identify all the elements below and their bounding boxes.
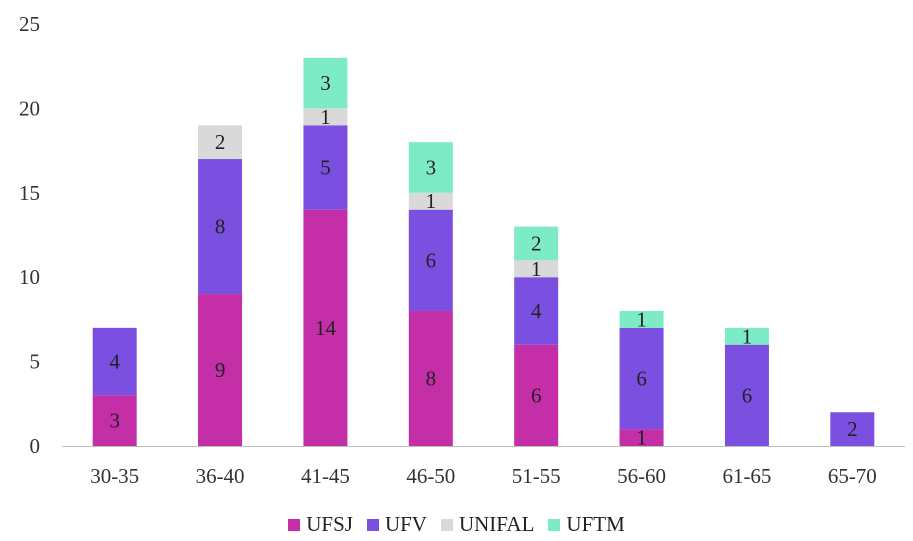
- data-label: 4: [531, 299, 542, 323]
- bar-segment: [514, 344, 559, 446]
- bar-segment: [724, 344, 769, 446]
- legend-label: UFTM: [566, 512, 625, 536]
- x-tick-label: 41-45: [301, 464, 350, 488]
- legend-label: UNIFAL: [458, 512, 535, 536]
- bar-segment: [619, 310, 664, 328]
- y-tick-label: 5: [30, 350, 41, 374]
- data-label: 8: [215, 215, 226, 239]
- legend-swatch: [440, 518, 453, 531]
- bar-segment: [303, 57, 348, 109]
- data-label: 1: [636, 426, 647, 450]
- bar-segment: [92, 395, 137, 446]
- data-label: 3: [320, 71, 331, 95]
- data-label: 14: [315, 316, 337, 340]
- bar-segment: [619, 327, 664, 430]
- bar-segment: [303, 108, 348, 126]
- legend-item: UFSJ: [288, 512, 353, 537]
- legend-swatch: [548, 518, 561, 531]
- legend-label: UFV: [384, 512, 427, 536]
- y-tick-label: 25: [19, 12, 40, 36]
- bar-segment: [514, 226, 559, 261]
- data-label: 1: [531, 257, 542, 281]
- x-tick-label: 51-55: [512, 464, 561, 488]
- data-label: 6: [426, 248, 437, 272]
- bar-segment: [408, 310, 453, 446]
- data-label: 1: [320, 105, 331, 129]
- y-tick-label: 20: [19, 96, 40, 120]
- bar-segment: [408, 192, 453, 210]
- legend-item: UNIFAL: [440, 512, 535, 537]
- x-axis: 30-35 36-40 41-45 46-50 51-55 56-60 61-65 65-70: [90, 464, 877, 488]
- bar-segment: [514, 260, 559, 278]
- y-tick-label: 10: [19, 265, 40, 289]
- bar-segment: [830, 412, 875, 446]
- y-tick-label: 15: [19, 181, 40, 205]
- bar-segment: [303, 209, 348, 446]
- x-tick-label: 30-35: [90, 464, 139, 488]
- x-tick-label: 56-60: [617, 464, 666, 488]
- x-tick-label: 61-65: [722, 464, 771, 488]
- legend-swatch: [366, 518, 379, 531]
- data-label: 2: [847, 417, 858, 441]
- data-label: 6: [531, 383, 542, 407]
- data-label: 1: [636, 307, 647, 331]
- data-label: 6: [636, 366, 647, 390]
- bar-segment: [198, 125, 243, 160]
- bar-segment: [619, 429, 664, 446]
- data-label: 2: [215, 130, 226, 154]
- data-label: 1: [742, 324, 753, 348]
- bar-segment: [408, 209, 453, 311]
- bar-segment: [303, 125, 348, 210]
- x-tick-label: 36-40: [196, 464, 245, 488]
- data-label: 5: [320, 155, 331, 179]
- bar-segment: [408, 142, 453, 193]
- data-label: 3: [426, 155, 437, 179]
- y-tick-label: 0: [30, 434, 41, 458]
- data-label: 1: [426, 189, 437, 213]
- data-label: 4: [109, 350, 120, 374]
- data-label: 9: [215, 358, 226, 382]
- x-tick-label: 46-50: [406, 464, 455, 488]
- data-label: 6: [742, 383, 753, 407]
- bar-segment: [198, 159, 243, 295]
- bar-segment: [198, 294, 243, 446]
- data-label: 2: [531, 231, 542, 255]
- legend-label: UFSJ: [306, 512, 353, 536]
- legend-item: UFTM: [548, 512, 625, 537]
- legend-item: UFV: [366, 512, 427, 537]
- bar-segment: [724, 327, 769, 345]
- data-label: 3: [109, 409, 120, 433]
- y-axis: 0 5 10 15 20 25: [19, 12, 40, 458]
- legend: UFSJ UFV UNIFAL UFTM: [0, 512, 913, 537]
- x-tick-label: 65-70: [828, 464, 877, 488]
- bar-segment: [92, 327, 137, 396]
- bar-segment: [514, 277, 559, 345]
- data-label: 8: [426, 366, 437, 390]
- legend-swatch: [288, 518, 301, 531]
